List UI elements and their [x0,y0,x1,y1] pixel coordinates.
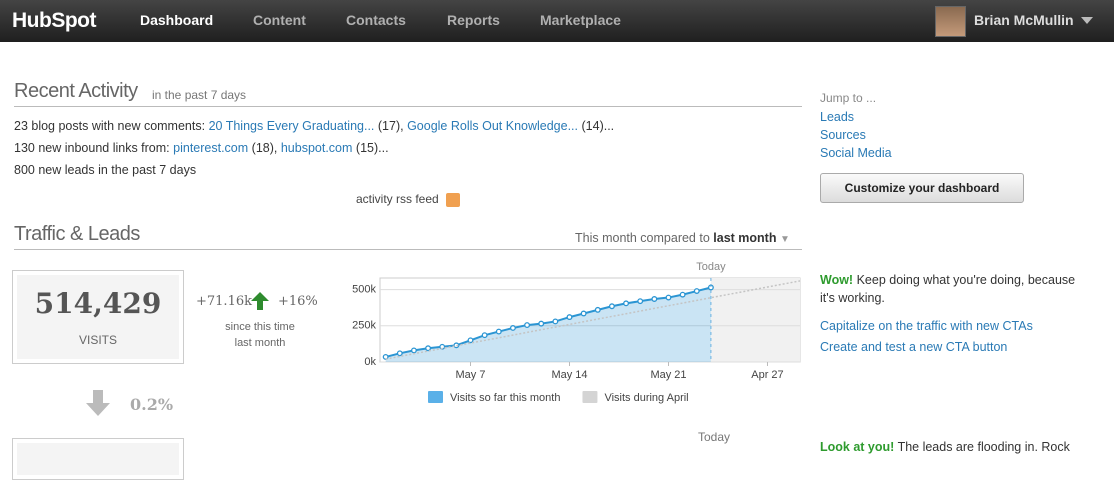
message-text: The leads are flooding in. Rock [897,440,1070,454]
series-point [608,303,615,310]
x-tick-label: May 14 [551,369,587,381]
activity-line: 130 new inbound links from: pinterest.co… [14,141,389,155]
series-point [552,318,559,325]
leads-message: Look at you! The leads are flooding in. … [820,440,1070,454]
nav-item[interactable]: Content [253,12,306,28]
rss-link[interactable]: activity rss feed [356,192,439,206]
nav-item[interactable]: Reports [447,12,500,28]
series-point [623,300,630,307]
stat-note: last month [234,337,286,349]
series-point [679,291,686,298]
activity-link[interactable]: Google Rolls Out Knowledge... [407,119,579,133]
today-label: Today [696,261,726,273]
jump-link[interactable]: Leads [820,110,855,124]
activity-text: (17), [377,119,404,133]
traffic-chart: 0k 250k 500k May 7 May 14 May 21 Apr 27 Today Vi… [352,261,801,404]
series-point [538,320,545,327]
series-point [594,306,601,313]
series-point [481,332,488,339]
stat-note: since this time [225,321,295,333]
stat-value: 514,429 [34,287,162,320]
series-point [580,310,587,317]
section-subtitle: in the past 7 days [152,88,247,102]
traffic-message: Wow! Keep doing what you're doing, becau… [820,271,1080,307]
y-tick-label: 0k [364,356,376,368]
user-name[interactable]: Brian McMullin [974,12,1074,28]
message-strong: Look at you! [820,440,895,454]
series-area [385,287,711,362]
nav-item[interactable]: Marketplace [540,12,621,28]
today-label: Today [698,430,731,444]
section-title: Recent Activity [14,80,138,102]
down-arrow [86,390,110,416]
series-point [524,322,531,329]
activity-link[interactable]: hubspot.com [280,141,353,155]
legend-label: Visits so far this month [450,392,560,404]
dropdown-arrow[interactable]: ▼ [779,234,790,245]
divider [14,249,802,250]
cta-link[interactable]: Create and test a new CTA button [820,340,1008,354]
series-point [396,350,403,357]
legend-swatch [428,391,443,403]
nav-bar: HubSpot Dashboard Content Contacts Repor… [0,0,1114,42]
divider [14,106,802,107]
series-point [382,353,389,360]
stat-label: VISITS [78,333,117,347]
activity-text: 130 new inbound links from: [14,141,170,155]
activity-link[interactable]: pinterest.com [173,141,249,155]
stat-change: +71.16k [196,294,252,309]
activity-line: 800 new leads in the past 7 days [14,163,196,177]
activity-line: 23 blog posts with new comments: 20 Thin… [14,119,614,133]
x-tick-label: Apr 27 [751,369,783,381]
legend-label: Visits during April [604,392,688,404]
series-point [410,347,417,354]
series-point [495,328,502,335]
series-point [637,298,644,305]
jump-label: Jump to ... [820,91,877,105]
x-tick-label: May 21 [650,369,686,381]
dropdown-arrow[interactable] [1081,17,1093,25]
activity-text: 800 new leads in the past 7 days [14,163,197,177]
compare-period[interactable]: last month [713,231,777,245]
jump-link[interactable]: Sources [820,128,866,142]
section-title: Traffic & Leads [14,223,140,245]
nav-item[interactable]: Contacts [346,12,406,28]
future-region [710,278,800,362]
series-point [566,314,573,321]
series-point [509,325,516,331]
y-tick-label: 250k [352,320,376,332]
compare-prefix: This month compared to [575,231,710,245]
series-point [651,296,658,302]
activity-text: (14)... [581,119,615,133]
activity-text: (15)... [355,141,389,155]
nav-item[interactable]: Dashboard [140,12,214,28]
legend-swatch [582,391,598,403]
message-strong: Wow! [820,273,854,287]
avatar[interactable] [935,6,966,37]
x-tick-label: May 7 [456,369,486,381]
activity-text: 23 blog posts with new comments: [14,119,206,133]
logo[interactable]: HubSpot [12,9,96,32]
series-point [467,337,474,344]
activity-link[interactable]: 20 Things Every Graduating... [208,119,375,133]
compare-selector[interactable]: This month compared to last month ▼ [575,231,790,245]
series-point [425,345,432,352]
up-arrow [251,292,269,310]
rss-icon[interactable] [446,193,460,207]
conversion-rate: 0.2% [130,395,174,414]
stat-box: 514,429 VISITS [12,270,184,364]
jump-link[interactable]: Social Media [820,146,892,160]
customize-button[interactable]: Customize your dashboard [820,173,1024,203]
series-point [665,294,672,301]
cta-link[interactable]: Capitalize on the traffic with new CTAs [820,319,1033,333]
stat-percent: +16% [278,294,318,309]
y-tick-label: 500k [352,283,376,295]
series-point [693,288,700,294]
message-text: Keep doing what you're doing, because it… [820,273,1076,305]
activity-text: (18), [251,141,278,155]
